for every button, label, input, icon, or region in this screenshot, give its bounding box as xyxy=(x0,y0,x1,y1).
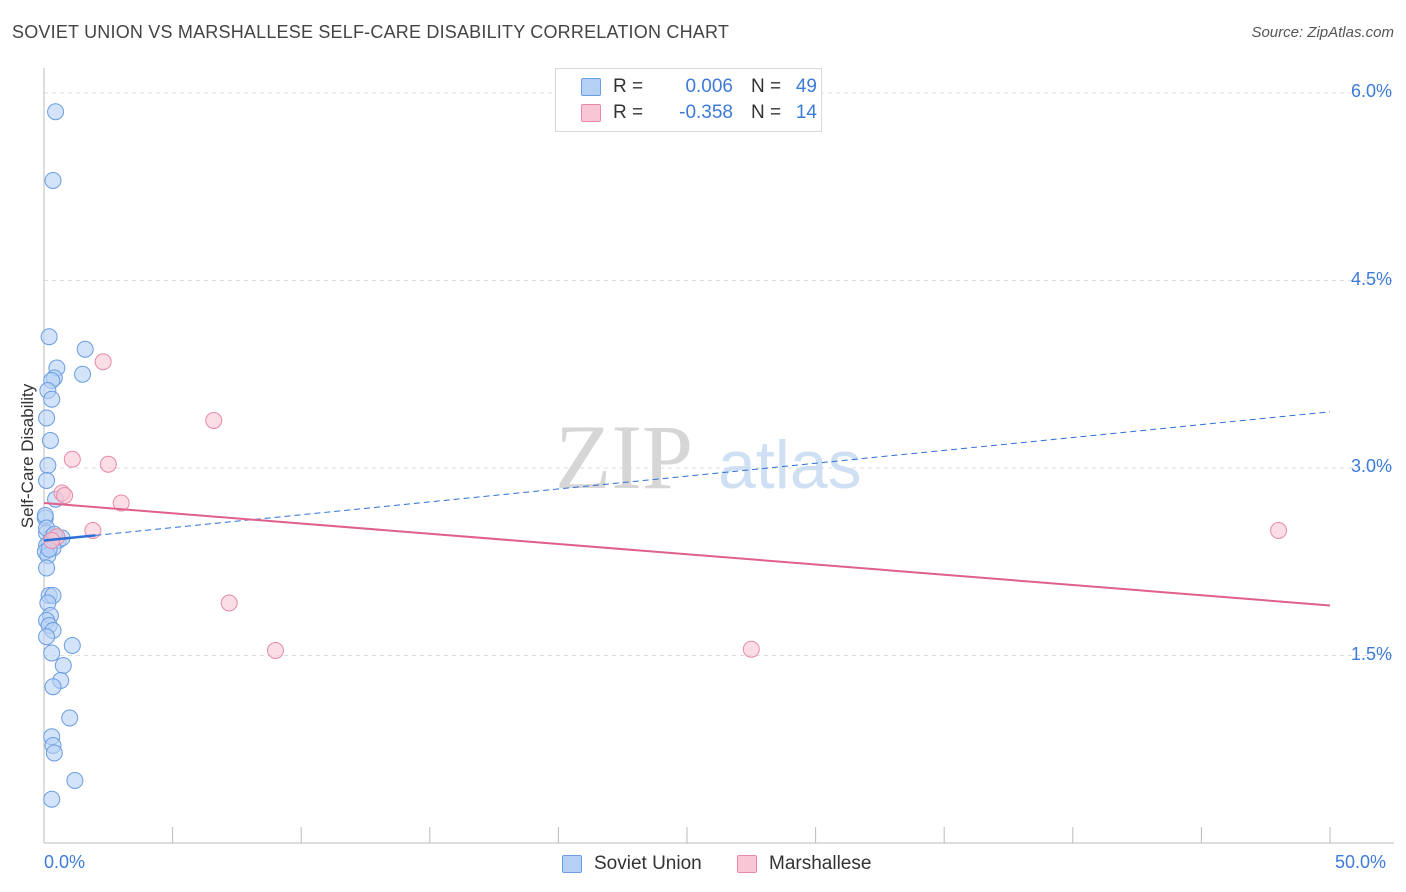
legend-n-value: 49 xyxy=(795,76,817,97)
soviet-point xyxy=(45,744,63,762)
y-tick-label: 6.0% xyxy=(1350,81,1392,101)
soviet-point xyxy=(63,637,81,654)
legend-n-label: N = xyxy=(751,102,782,123)
legend-n-value: 14 xyxy=(795,102,817,123)
marshallese-point xyxy=(94,353,112,371)
soviet-point xyxy=(74,365,92,383)
marshallese-trend-line xyxy=(43,502,1331,607)
soviet-trend-line xyxy=(43,534,96,542)
soviet-trend-extension xyxy=(95,411,1331,536)
bottom-legend-marshallese: Marshallese xyxy=(737,852,871,876)
x-tick-label-max: 50.0% xyxy=(1335,852,1387,872)
soviet-point xyxy=(41,432,59,449)
gridlines xyxy=(44,92,1394,656)
marshallese-point xyxy=(220,594,238,612)
x-tick-label-min: 0.0% xyxy=(44,852,86,872)
legend-row-soviet: R = 0.006 N = 49 xyxy=(581,76,817,98)
soviet-point xyxy=(43,390,61,408)
y-tick-label: 1.5% xyxy=(1350,643,1392,664)
soviet-point xyxy=(43,644,61,662)
y-tick-label: 4.5% xyxy=(1350,268,1392,289)
marshallese-point xyxy=(205,412,223,429)
marshallese-point xyxy=(112,494,130,512)
soviet-point xyxy=(43,790,61,808)
data-points xyxy=(36,103,1288,808)
marshallese-point xyxy=(63,450,81,468)
legend-r-label: R = xyxy=(613,76,644,97)
soviet-point xyxy=(66,772,84,789)
soviet-swatch xyxy=(581,78,601,96)
legend-r-label: R = xyxy=(613,102,644,123)
soviet-point xyxy=(39,457,57,474)
bottom-legend-soviet: Soviet Union xyxy=(562,852,702,876)
marshallese-point xyxy=(84,522,102,539)
marshallese-point xyxy=(56,487,74,504)
soviet-point xyxy=(38,559,56,577)
chart-source: Source: ZipAtlas.com xyxy=(1251,24,1394,41)
trend-lines xyxy=(43,411,1331,607)
legend-series-label: Marshallese xyxy=(769,853,872,874)
axes xyxy=(43,68,1394,844)
soviet-swatch xyxy=(562,855,582,873)
marshallese-point xyxy=(266,642,284,659)
legend-n-label: N = xyxy=(751,76,782,97)
marshallese-swatch xyxy=(737,855,757,873)
legend-r-value: -0.358 xyxy=(679,102,733,123)
legend-r-value: 0.006 xyxy=(685,76,733,97)
watermark-zip: ZIP xyxy=(555,406,693,508)
soviet-point xyxy=(40,328,58,346)
soviet-point xyxy=(44,172,62,189)
y-tick-label: 3.0% xyxy=(1350,456,1392,476)
soviet-point xyxy=(44,678,62,696)
chart-title: SOVIET UNION VS MARSHALLESE SELF-CARE DI… xyxy=(12,22,730,42)
soviet-point xyxy=(47,103,65,121)
marshallese-point xyxy=(1270,522,1288,539)
marshallese-point xyxy=(99,455,117,473)
soviet-point xyxy=(38,628,56,646)
legend-row-marshallese: R = -0.358 N = 14 xyxy=(581,102,817,124)
correlation-legend: R = 0.006 N = 49 R = -0.358 N = 14 xyxy=(555,68,822,132)
soviet-point xyxy=(54,657,72,674)
marshallese-point xyxy=(742,640,760,658)
watermark: ZIP atlas xyxy=(555,406,862,508)
legend-series-label: Soviet Union xyxy=(594,853,702,874)
soviet-point xyxy=(61,709,79,727)
marshallese-swatch xyxy=(581,104,601,122)
soviet-point xyxy=(38,409,56,427)
soviet-point xyxy=(76,340,94,358)
watermark-atlas: atlas xyxy=(718,427,862,503)
soviet-point xyxy=(38,472,56,489)
